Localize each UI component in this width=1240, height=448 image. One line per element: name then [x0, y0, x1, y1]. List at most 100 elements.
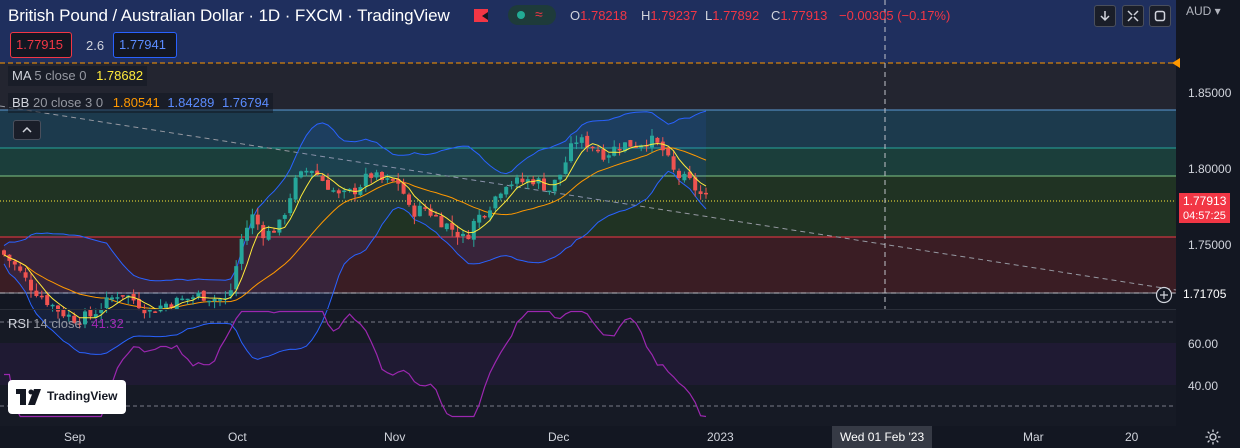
window-icon[interactable]	[1149, 5, 1171, 27]
arrow-down-icon[interactable]	[1094, 5, 1116, 27]
trendline[interactable]	[0, 105, 1177, 291]
rsi-label-40: 40.00	[1188, 379, 1219, 393]
add-alert-button[interactable]	[1155, 286, 1173, 304]
candle-body	[466, 234, 471, 240]
candle-body	[34, 290, 39, 297]
buy-price-button[interactable]: 1.77941	[113, 32, 177, 58]
candle-body	[515, 177, 519, 184]
candle-body	[579, 137, 584, 143]
candle-body	[223, 298, 228, 300]
candle-body	[498, 193, 503, 199]
candle-body	[342, 190, 347, 193]
time-label-nov: Nov	[384, 430, 406, 444]
candle-body	[299, 171, 303, 178]
candle-body	[39, 295, 44, 298]
candle-body	[110, 297, 114, 300]
zone-darkgreen	[0, 176, 1176, 237]
candle-body	[336, 190, 341, 194]
candle-body	[164, 303, 168, 308]
candle-body	[66, 314, 71, 317]
candle-body	[261, 225, 266, 239]
candle-body	[201, 290, 206, 301]
candle-body	[525, 179, 530, 183]
bb-fill	[4, 111, 706, 360]
ohlc-close: C1.77913	[771, 8, 828, 23]
candle-body	[520, 178, 525, 183]
candle-body	[536, 178, 541, 184]
price-label-1: 1.85000	[1188, 86, 1232, 100]
flag-notch	[482, 12, 488, 20]
candle-body	[293, 177, 298, 200]
candle-body	[56, 305, 60, 312]
price-axis-strip[interactable]	[1176, 0, 1240, 448]
time-axis-strip[interactable]	[0, 426, 1240, 448]
candle-body	[407, 194, 411, 205]
plus-circle-icon	[1155, 286, 1173, 304]
candle-body	[401, 182, 406, 194]
candle-body	[428, 208, 433, 216]
candle-body	[628, 140, 633, 147]
currency-selector[interactable]: AUD ▾	[1186, 4, 1221, 18]
rsi-label-60: 60.00	[1188, 337, 1219, 351]
ma-value: 1.78682	[96, 68, 144, 83]
bb-lower-line	[3, 170, 707, 360]
ohlc-high: H1.79237	[641, 8, 698, 23]
candle-body	[29, 279, 33, 291]
bb-lower-value: 1.76794	[221, 95, 269, 110]
candle-body	[12, 261, 17, 265]
logo-text: TradingView	[47, 389, 118, 403]
candle-body	[2, 250, 6, 255]
zone-green	[0, 148, 1176, 176]
countdown-tag: 04:57:25	[1179, 209, 1230, 223]
candle-body	[509, 184, 514, 186]
moving-average	[3, 142, 707, 319]
candle-body	[606, 155, 611, 158]
candle-body	[212, 298, 217, 302]
candle-body	[255, 214, 260, 225]
market-status-pill[interactable]	[508, 5, 556, 25]
candle-body	[574, 142, 579, 144]
candle-body	[455, 231, 460, 238]
legend-ma[interactable]: MA 5 close 0 1.78682	[8, 66, 148, 86]
candle-body	[196, 292, 201, 297]
candle-body	[547, 190, 552, 193]
candle-body	[142, 309, 147, 314]
candle-body	[326, 179, 330, 190]
collapse-arrows-icon[interactable]	[1122, 5, 1144, 27]
gear-icon[interactable]	[1204, 428, 1222, 446]
legend-rsi[interactable]: RSI 14 close 41.32	[8, 316, 124, 331]
candle-body	[137, 299, 141, 309]
candle-body	[266, 230, 271, 240]
candle-body	[180, 298, 185, 301]
alert-marker-icon[interactable]	[1172, 58, 1180, 68]
candle-body	[245, 227, 249, 241]
candle-body	[552, 179, 557, 192]
legend-bb[interactable]: BB 20 close 3 0 1.80541 1.84289 1.76794	[8, 93, 273, 113]
candle-body	[304, 170, 309, 173]
crosshair-date-tag: Wed 01 Feb '23	[832, 426, 933, 448]
candle-body	[617, 148, 622, 151]
spread-value: 2.6	[86, 38, 105, 53]
candle-body	[698, 191, 703, 195]
tradingview-logo[interactable]	[8, 380, 126, 414]
zone-top	[0, 0, 1176, 63]
candle-body	[380, 172, 384, 180]
sell-price-button[interactable]: 1.77915	[10, 32, 72, 58]
candle-body	[120, 295, 125, 297]
price-label-2: 1.80000	[1188, 162, 1232, 176]
candle-body	[682, 173, 687, 181]
candle-body	[601, 149, 606, 160]
candle-body	[655, 137, 660, 143]
candle-body	[563, 162, 568, 174]
candle-body	[687, 171, 692, 179]
candle-body	[439, 215, 444, 228]
candle-body	[396, 178, 401, 184]
time-label-sep: Sep	[64, 430, 86, 444]
pane-divider[interactable]	[0, 309, 1176, 310]
time-label-oct: Oct	[228, 430, 247, 444]
chevron-up-icon	[22, 126, 32, 133]
candle-body	[666, 148, 671, 156]
candle-body	[88, 309, 93, 317]
collapse-legend-button[interactable]	[13, 120, 41, 140]
